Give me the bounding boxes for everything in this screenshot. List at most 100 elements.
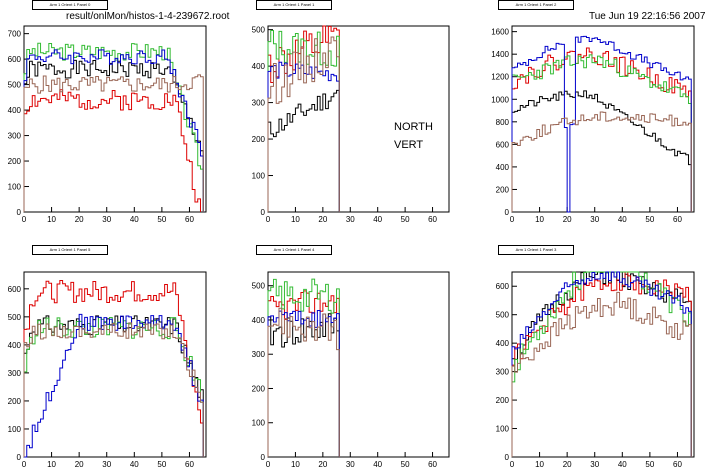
y-tick-label: 100 — [252, 419, 266, 428]
y-tick-label: 500 — [496, 311, 510, 320]
y-tick-label: 200 — [496, 396, 510, 405]
y-tick-label: 400 — [252, 62, 266, 71]
series-brown — [23, 322, 204, 457]
plot-frame — [511, 271, 695, 458]
y-tick-label: 400 — [496, 339, 510, 348]
y-tick-label: 100 — [496, 425, 510, 434]
y-tick-label: 0 — [261, 453, 266, 462]
x-tick-label: 60 — [428, 460, 437, 469]
x-tick-label: 50 — [157, 460, 166, 469]
panel-title-0: Arm 1 Orient 1 Panel 0 — [32, 0, 108, 10]
x-tick-label: 40 — [618, 215, 627, 224]
y-tick-label: 500 — [8, 313, 22, 322]
x-tick-label: 10 — [47, 215, 56, 224]
x-tick-label: 0 — [22, 215, 27, 224]
x-tick-label: 10 — [535, 460, 544, 469]
y-tick-label: 600 — [496, 282, 510, 291]
x-tick-label: 60 — [185, 215, 194, 224]
series-brown — [267, 36, 340, 212]
y-tick-label: 0 — [17, 453, 22, 462]
y-tick-label: 200 — [8, 157, 22, 166]
panel-3: 0 100 200 300 400 500 600 0 10 20 30 40 50 60 — [8, 271, 207, 469]
series-blue — [511, 35, 692, 213]
overlay-north: NORTH — [394, 121, 433, 133]
series-brown — [267, 307, 340, 457]
x-tick-label: 0 — [510, 215, 515, 224]
panel-2: 0 200 400 600 800 1000 1200 1400 1600 0 10 20 30 40 50… — [491, 25, 695, 224]
timestamp-label: Tue Jun 19 22:16:56 2007 — [589, 11, 706, 22]
y-tick-label: 400 — [252, 316, 266, 325]
y-tick-label: 200 — [252, 384, 266, 393]
y-tick-label: 0 — [505, 453, 510, 462]
series-black — [267, 89, 340, 212]
x-tick-label: 10 — [535, 215, 544, 224]
x-tick-label: 20 — [563, 460, 572, 469]
x-tick-label: 20 — [318, 215, 327, 224]
x-tick-label: 50 — [401, 215, 410, 224]
x-tick-label: 20 — [75, 460, 84, 469]
panel-title-4: Arm 1 Orient 1 Panel 4 — [256, 245, 332, 255]
y-tick-label: 600 — [8, 55, 22, 64]
x-tick-label: 10 — [47, 460, 56, 469]
y-tick-label: 800 — [496, 118, 510, 127]
series-brown — [511, 291, 692, 457]
x-tick-label: 0 — [22, 460, 27, 469]
panel-title-1: Arm 1 Orient 1 Panel 1 — [256, 0, 332, 10]
series-green — [511, 54, 692, 212]
x-tick-label: 10 — [291, 215, 300, 224]
panel-title-3: Arm 1 Orient 1 Panel 5 — [32, 245, 108, 255]
x-tick-label: 50 — [645, 215, 654, 224]
x-tick-label: 0 — [266, 460, 271, 469]
x-tick-label: 40 — [618, 460, 627, 469]
series-brown — [511, 111, 692, 212]
file-path-label: result/onlMon/histos-1-4-239672.root — [66, 11, 230, 22]
panel-4: 0 100 200 300 400 500 0 10 20 30 40 50 60 — [252, 271, 450, 469]
y-tick-label: 1400 — [491, 50, 509, 59]
y-tick-label: 0 — [17, 208, 22, 217]
x-tick-label: 60 — [673, 215, 682, 224]
series-black — [511, 90, 692, 212]
x-tick-label: 40 — [373, 215, 382, 224]
x-tick-label: 10 — [291, 460, 300, 469]
y-tick-label: 500 — [252, 282, 266, 291]
x-tick-label: 30 — [102, 460, 111, 469]
series-green — [267, 278, 340, 457]
x-tick-label: 30 — [590, 215, 599, 224]
y-tick-label: 500 — [8, 81, 22, 90]
series-red — [23, 280, 204, 457]
y-tick-label: 100 — [252, 172, 266, 181]
y-tick-label: 0 — [261, 208, 266, 217]
panel-0: 0 100 200 300 400 500 600 700 0 10 20 30 40 50 60 — [8, 25, 207, 224]
y-tick-label: 1600 — [491, 28, 509, 37]
y-tick-label: 300 — [8, 132, 22, 141]
series-brown — [23, 74, 204, 212]
x-tick-label: 0 — [510, 460, 515, 469]
x-tick-label: 50 — [645, 460, 654, 469]
y-tick-label: 300 — [252, 350, 266, 359]
overlay-vert: VERT — [394, 139, 424, 151]
series-blue — [511, 271, 692, 457]
x-tick-label: 50 — [401, 460, 410, 469]
y-tick-label: 600 — [8, 285, 22, 294]
y-tick-label: 1200 — [491, 73, 509, 82]
y-tick-label: 400 — [8, 341, 22, 350]
y-tick-label: 600 — [496, 140, 510, 149]
y-tick-label: 0 — [505, 208, 510, 217]
y-tick-label: 500 — [252, 26, 266, 35]
y-tick-label: 300 — [496, 368, 510, 377]
x-tick-label: 0 — [266, 215, 271, 224]
panel-title-2: Arm 1 Orient 1 Panel 2 — [498, 0, 574, 10]
x-tick-label: 20 — [318, 460, 327, 469]
panel-1: 0 100 200 300 400 500 0 10 20 30 40 50 60 — [252, 25, 450, 224]
x-tick-label: 20 — [75, 215, 84, 224]
y-tick-label: 100 — [8, 425, 22, 434]
y-tick-label: 400 — [8, 106, 22, 115]
panel-5: 0 100 200 300 400 500 600 0 10 20 30 40 50 60 — [496, 271, 695, 469]
y-tick-label: 200 — [496, 185, 510, 194]
panel-title-5: Arm 1 Orient 1 Panel 3 — [498, 245, 574, 255]
x-tick-label: 30 — [346, 460, 355, 469]
x-tick-label: 40 — [130, 460, 139, 469]
x-tick-label: 60 — [673, 460, 682, 469]
x-tick-label: 40 — [373, 460, 382, 469]
